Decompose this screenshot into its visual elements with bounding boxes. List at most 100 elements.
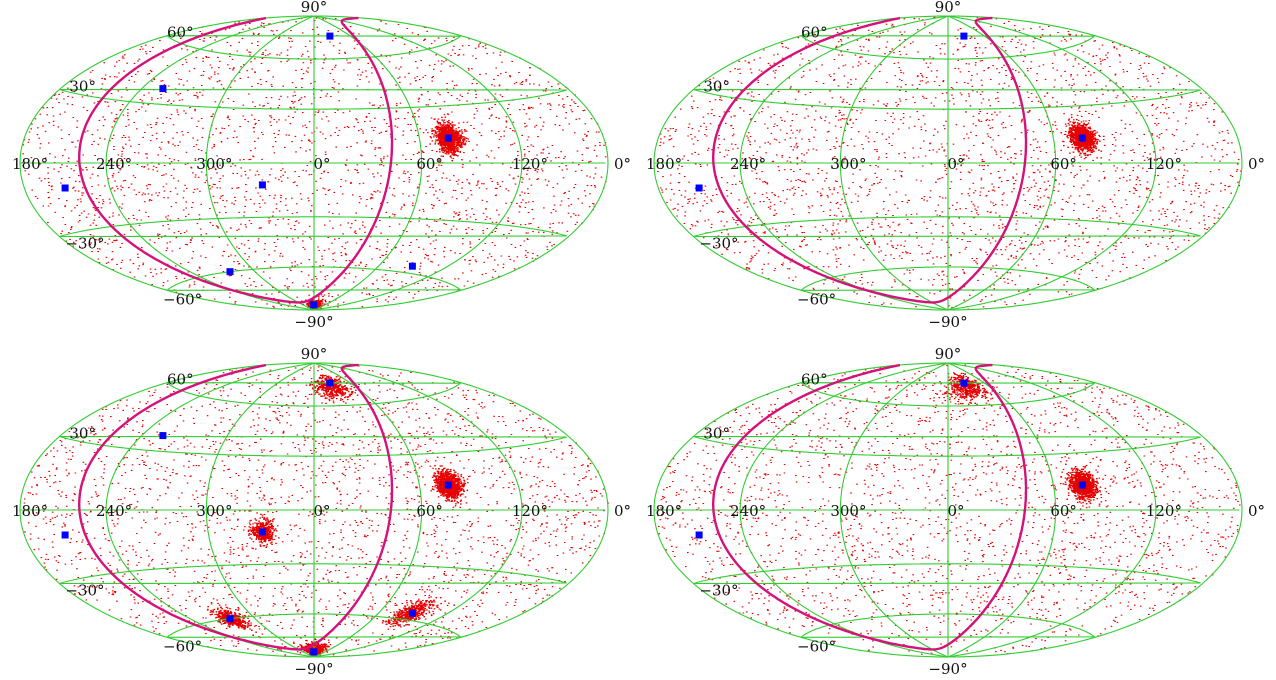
label-lon-0: 0° xyxy=(313,502,330,520)
label-lat-m60: −60° xyxy=(797,290,836,308)
source-marker xyxy=(159,432,167,440)
label-lon-120: 120° xyxy=(512,502,548,520)
sky-panel-bottom-left: 90° −90° 60° 30° −30° −60° 180° 0° 240° 300° 0° 60°… xyxy=(12,345,631,678)
label-lon-60: 60° xyxy=(416,155,443,173)
curve-segment xyxy=(78,16,267,164)
event-scatter xyxy=(23,365,610,658)
meridian-line xyxy=(947,362,1157,658)
meridian-line xyxy=(947,15,1243,311)
label-lon-0-edge: 0° xyxy=(614,155,631,173)
meridian-line xyxy=(947,362,1243,658)
source-marker xyxy=(159,85,167,93)
curve-segment xyxy=(78,16,394,304)
sky-panel-top-right: 90° −90° 60° 30° −30° −60° 180° 0° 240° 300° 0° 60°… xyxy=(646,0,1265,331)
meridian-line xyxy=(313,362,609,658)
curve-segment xyxy=(712,16,1028,304)
axis-labels: 90° −90° 60° 30° −30° −60° 180° 0° 240° 300° 0° 60°… xyxy=(12,345,631,678)
curve-segment xyxy=(712,363,1028,651)
great-circle-curve xyxy=(78,16,394,304)
meridian-line xyxy=(653,362,949,658)
label-lat-30: 30° xyxy=(69,425,96,443)
meridian-line xyxy=(19,15,315,311)
label-lon-0: 0° xyxy=(947,155,964,173)
label-lon-120: 120° xyxy=(512,155,548,173)
label-lat-m90: −90° xyxy=(928,313,967,331)
source-marker xyxy=(1078,134,1086,142)
event-cluster xyxy=(431,465,469,509)
label-lat-90: 90° xyxy=(301,0,328,16)
label-lon-0-edge: 0° xyxy=(1248,155,1265,173)
source-marker xyxy=(61,531,69,539)
label-lon-300: 300° xyxy=(830,155,866,173)
background-events xyxy=(23,365,610,657)
great-circle-curve xyxy=(712,16,1028,304)
label-lat-m30: −30° xyxy=(65,582,104,600)
label-lat-m30: −30° xyxy=(699,235,738,253)
label-lon-0-edge: 0° xyxy=(614,502,631,520)
source-marker xyxy=(444,134,452,142)
label-lon-60: 60° xyxy=(416,502,443,520)
label-lat-m60: −60° xyxy=(163,290,202,308)
label-lon-180: 180° xyxy=(12,155,48,173)
sky-panel-bottom-right: 90° −90° 60° 30° −30° −60° 180° 0° 240° 300° 0° 60°… xyxy=(646,345,1265,678)
label-lon-240: 240° xyxy=(730,502,766,520)
source-marker xyxy=(408,262,416,270)
meridian-line xyxy=(313,15,609,311)
source-marker xyxy=(326,32,334,40)
label-lon-120: 120° xyxy=(1146,502,1182,520)
source-markers xyxy=(61,379,452,656)
label-lat-30: 30° xyxy=(69,78,96,96)
curve-segment xyxy=(712,16,901,164)
meridian-line xyxy=(739,15,949,311)
label-lon-300: 300° xyxy=(196,502,232,520)
source-marker xyxy=(226,268,234,276)
label-lon-0: 0° xyxy=(947,502,964,520)
meridian-line xyxy=(313,362,423,658)
event-scatter xyxy=(657,363,1241,655)
source-marker xyxy=(1078,481,1086,489)
meridian-line xyxy=(205,15,315,311)
graticule xyxy=(19,15,609,311)
axis-labels: 90° −90° 60° 30° −30° −60° 180° 0° 240° 300° 0° 60°… xyxy=(646,0,1265,331)
meridian-line xyxy=(839,15,949,311)
meridian-line xyxy=(947,362,1057,658)
source-marker xyxy=(695,531,703,539)
curve-segment xyxy=(712,363,901,511)
meridian-line xyxy=(313,15,523,311)
axis-labels: 90° −90° 60° 30° −30° −60° 180° 0° 240° 300° 0° 60°… xyxy=(646,345,1265,678)
label-lat-30: 30° xyxy=(703,425,730,443)
label-lat-90: 90° xyxy=(301,345,328,363)
curve-segment xyxy=(78,363,394,651)
source-marker xyxy=(258,181,266,189)
label-lat-m60: −60° xyxy=(797,637,836,655)
source-marker xyxy=(226,615,234,623)
source-marker xyxy=(695,184,703,192)
label-lat-m90: −90° xyxy=(294,660,333,678)
graticule xyxy=(653,362,1243,658)
label-lat-m90: −90° xyxy=(294,313,333,331)
meridian-line xyxy=(105,362,315,658)
source-marker xyxy=(960,379,968,387)
sky-panel-top-left: 90° −90° 60° 30° −30° −60° 180° 0° 240° 300° 0° 60°… xyxy=(12,0,631,331)
source-markers xyxy=(695,32,1086,192)
source-marker xyxy=(61,184,69,192)
source-marker xyxy=(444,481,452,489)
label-lon-0-edge: 0° xyxy=(1248,502,1265,520)
meridian-line xyxy=(947,15,1157,311)
label-lat-60: 60° xyxy=(801,24,828,42)
source-marker xyxy=(960,32,968,40)
meridian-line xyxy=(839,362,949,658)
label-lon-60: 60° xyxy=(1050,155,1077,173)
label-lat-60: 60° xyxy=(167,24,194,42)
meridian-line xyxy=(105,15,315,311)
meridian-line xyxy=(313,362,523,658)
label-lat-90: 90° xyxy=(935,345,962,363)
label-lat-60: 60° xyxy=(167,371,194,389)
label-lat-60: 60° xyxy=(801,371,828,389)
meridian-line xyxy=(19,362,315,658)
source-marker xyxy=(326,379,334,387)
source-marker xyxy=(258,528,266,536)
graticule xyxy=(19,362,609,658)
great-circle-curve xyxy=(712,363,1028,651)
